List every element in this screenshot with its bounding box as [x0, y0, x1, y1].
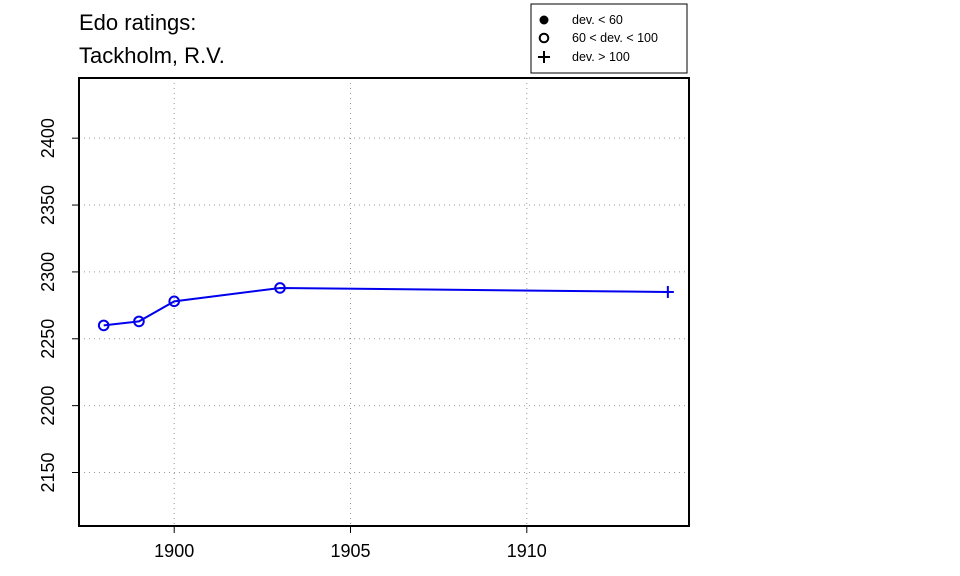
- legend-plus-icon: [538, 51, 550, 63]
- data-point-1914: [661, 285, 674, 298]
- series-line-0: [103, 286, 668, 327]
- y-tick-label-2400: 2400: [38, 118, 58, 158]
- grid: [79, 78, 689, 526]
- y-tick-label-2350: 2350: [38, 185, 58, 225]
- data-point-1903: [274, 282, 286, 294]
- legend-box: [530, 3, 688, 74]
- y-axis: 2150 2200 2250 2300 2350 2400: [38, 118, 79, 493]
- legend-open-circle-icon: [538, 32, 550, 44]
- chart-title-line-2: Tackholm, R.V.: [79, 43, 225, 68]
- y-tick-label-2300: 2300: [38, 252, 58, 292]
- legend-filled-circle-icon: [539, 15, 549, 25]
- series: [97, 282, 674, 332]
- legend: dev. < 60 60 < dev. < 100 dev. > 100: [530, 3, 688, 74]
- data-point-1899: [133, 315, 145, 328]
- plot-frame: [78, 77, 690, 527]
- data-point-1898: [97, 319, 110, 332]
- data-point-1900: [168, 295, 181, 308]
- legend-label-dev-60-100: 60 < dev. < 100: [572, 31, 658, 45]
- y-tick-label-2250: 2250: [38, 319, 58, 359]
- chart-title-line-1: Edo ratings:: [79, 10, 196, 35]
- x-axis: 1900 1905 1910: [154, 526, 547, 561]
- legend-label-dev-under-60: dev. < 60: [572, 13, 623, 27]
- y-tick-label-2150: 2150: [38, 452, 58, 492]
- x-tick-label-1910: 1910: [507, 541, 547, 561]
- legend-label-dev-over-100: dev. > 100: [572, 50, 630, 64]
- x-tick-label-1905: 1905: [330, 541, 370, 561]
- y-tick-label-2200: 2200: [38, 386, 58, 426]
- x-tick-label-1900: 1900: [154, 541, 194, 561]
